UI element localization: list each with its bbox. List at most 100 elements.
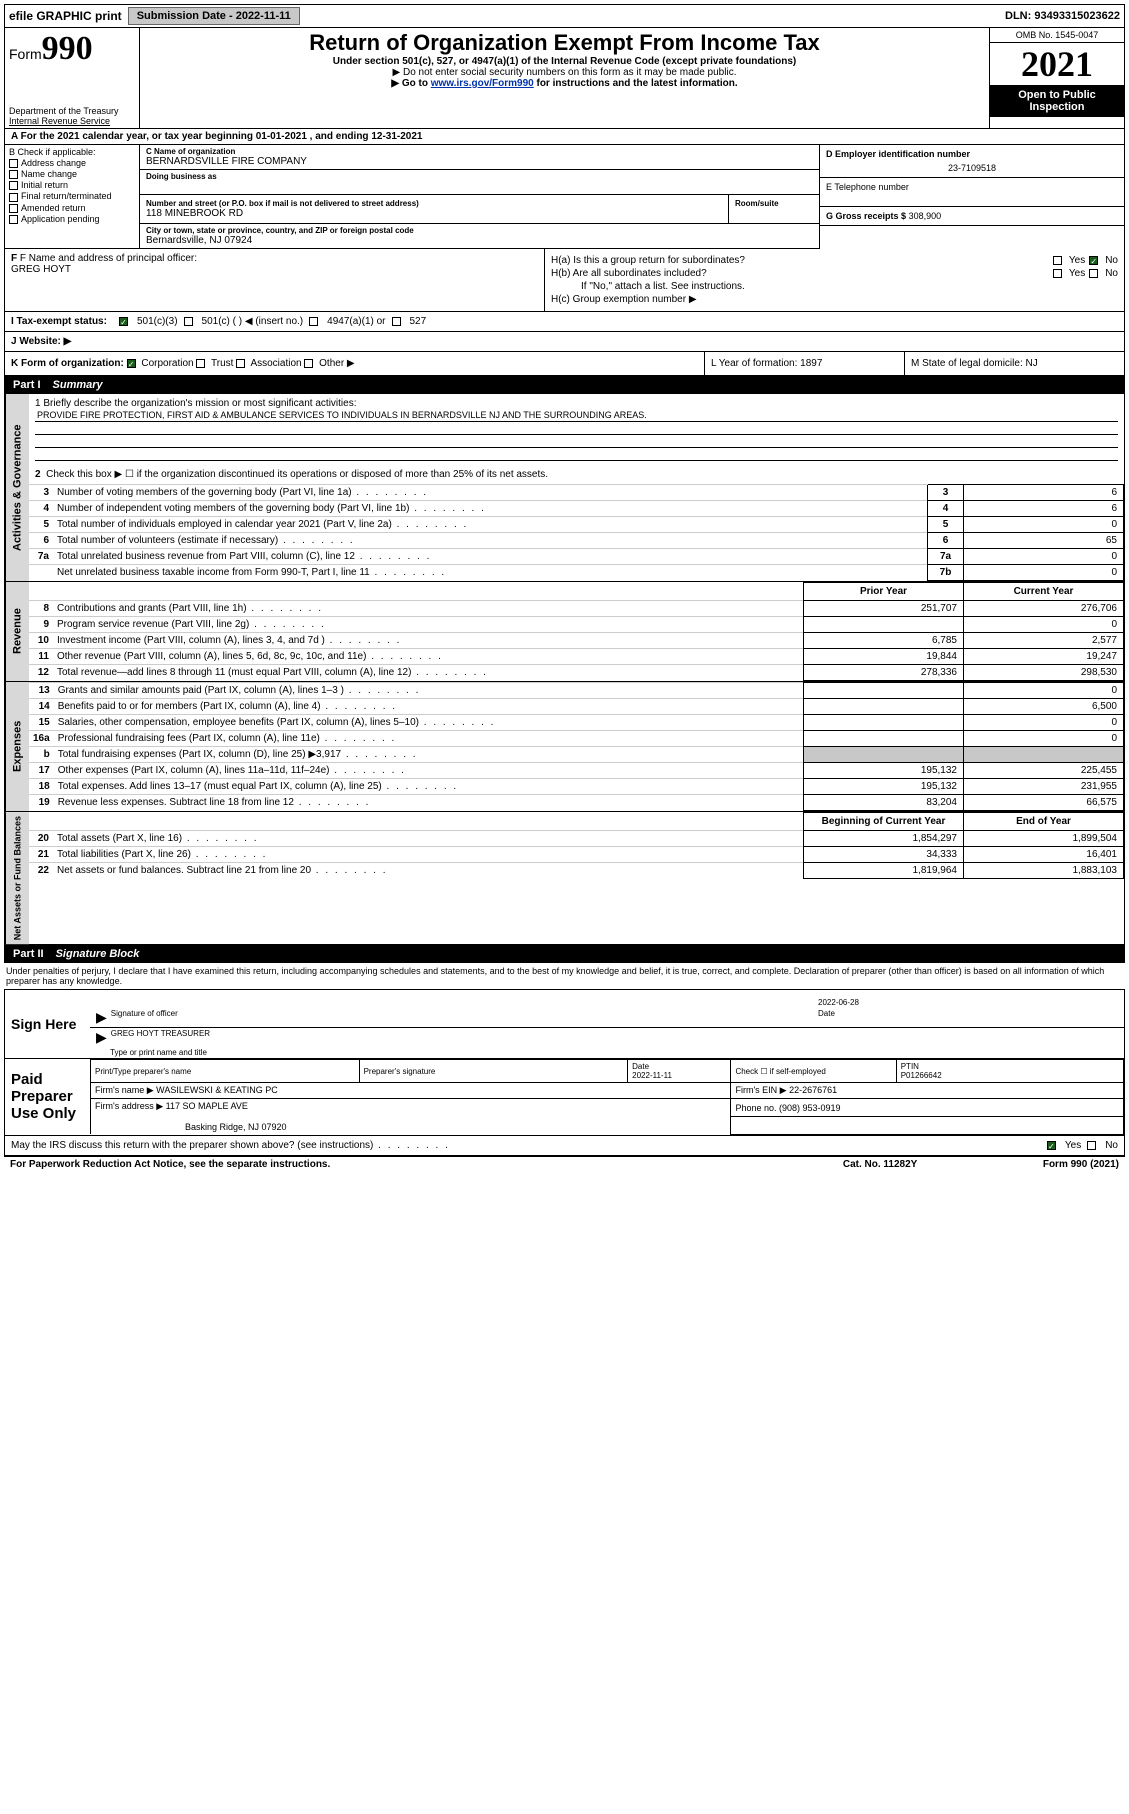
irs-label: Internal Revenue Service bbox=[9, 116, 135, 126]
i-501c3: 501(c)(3) bbox=[137, 316, 178, 327]
box-org-name: C Name of organization BERNARDSVILLE FIR… bbox=[140, 145, 819, 170]
line-desc: Total liabilities (Part X, line 26) bbox=[53, 847, 804, 863]
phone-label: E Telephone number bbox=[826, 182, 1118, 192]
part1-num: Part I bbox=[13, 379, 41, 391]
chk-may-no[interactable] bbox=[1087, 1141, 1096, 1150]
line-desc: Other expenses (Part IX, column (A), lin… bbox=[54, 763, 804, 779]
line-num: 19 bbox=[29, 795, 54, 811]
chk-may-yes[interactable]: ✓ bbox=[1047, 1141, 1056, 1150]
line-num: 14 bbox=[29, 699, 54, 715]
prep-h4: Check ☐ if self-employed bbox=[731, 1060, 896, 1083]
prior-val: 6,785 bbox=[804, 633, 964, 649]
lbl-address-change: Address change bbox=[21, 158, 86, 168]
section-expenses: Expenses 13Grants and similar amounts pa… bbox=[4, 682, 1125, 812]
hb-no: No bbox=[1105, 268, 1118, 279]
section-netassets: Net Assets or Fund Balances Beginning of… bbox=[4, 812, 1125, 945]
prior-val bbox=[804, 699, 964, 715]
box-dba: Doing business as bbox=[140, 170, 819, 195]
ha-label: H(a) Is this a group return for subordin… bbox=[551, 255, 1049, 266]
line-num: 8 bbox=[29, 601, 53, 617]
hdr-prior: Prior Year bbox=[804, 583, 964, 601]
h-note: If "No," attach a list. See instructions… bbox=[551, 281, 745, 292]
l1-label: 1 Briefly describe the organization's mi… bbox=[35, 398, 1118, 409]
chk-ha-no[interactable]: ✓ bbox=[1089, 256, 1098, 265]
chk-527[interactable] bbox=[392, 317, 401, 326]
irs-link[interactable]: www.irs.gov/Form990 bbox=[431, 78, 534, 89]
chk-initial-return[interactable] bbox=[9, 181, 18, 190]
prior-val: 34,333 bbox=[804, 847, 964, 863]
line-desc: Salaries, other compensation, employee b… bbox=[54, 715, 804, 731]
chk-assoc[interactable] bbox=[236, 359, 245, 368]
form-word: Form bbox=[9, 46, 42, 62]
line-num: 17 bbox=[29, 763, 54, 779]
table-row: 7aTotal unrelated business revenue from … bbox=[29, 549, 1124, 565]
chk-hb-no[interactable] bbox=[1089, 269, 1098, 278]
form-note-1: ▶ Do not enter social security numbers o… bbox=[146, 67, 983, 78]
efile-label: efile GRAPHIC print bbox=[9, 9, 122, 23]
footer-mid: Cat. No. 11282Y bbox=[843, 1159, 1043, 1170]
chk-501c[interactable] bbox=[184, 317, 193, 326]
line-num: 12 bbox=[29, 665, 53, 681]
sign-here-label: Sign Here bbox=[5, 990, 90, 1058]
table-row: 12Total revenue—add lines 8 through 11 (… bbox=[29, 665, 1124, 681]
lbl-initial-return: Initial return bbox=[21, 180, 68, 190]
hb-yes: Yes bbox=[1069, 268, 1085, 279]
chk-name-change[interactable] bbox=[9, 170, 18, 179]
table-row: 16aProfessional fundraising fees (Part I… bbox=[29, 731, 1124, 747]
part2-num: Part II bbox=[13, 948, 44, 960]
info-grid-1: B Check if applicable: Address change Na… bbox=[4, 145, 1125, 249]
line-desc: Total unrelated business revenue from Pa… bbox=[53, 549, 928, 565]
open-to-public: Open to Public Inspection bbox=[990, 85, 1124, 117]
chk-4947[interactable] bbox=[309, 317, 318, 326]
line-desc: Revenue less expenses. Subtract line 18 … bbox=[54, 795, 804, 811]
k-corp: Corporation bbox=[141, 358, 193, 369]
chk-trust[interactable] bbox=[196, 359, 205, 368]
note2-pre: ▶ Go to bbox=[391, 78, 430, 89]
curr-val: 0 bbox=[964, 617, 1124, 633]
prior-val bbox=[804, 683, 964, 699]
chk-corp[interactable]: ✓ bbox=[127, 359, 136, 368]
line-box: 3 bbox=[928, 485, 964, 501]
chk-application-pending[interactable] bbox=[9, 215, 18, 224]
chk-ha-yes[interactable] bbox=[1053, 256, 1062, 265]
line-desc: Total number of volunteers (estimate if … bbox=[53, 533, 928, 549]
line-num: 4 bbox=[29, 501, 53, 517]
m-state: M State of legal domicile: NJ bbox=[904, 352, 1124, 375]
chk-address-change[interactable] bbox=[9, 159, 18, 168]
table-row: 6Total number of volunteers (estimate if… bbox=[29, 533, 1124, 549]
k-form-org: K Form of organization: ✓ Corporation Tr… bbox=[5, 352, 704, 375]
form-title: Return of Organization Exempt From Incom… bbox=[146, 30, 983, 56]
chk-hb-yes[interactable] bbox=[1053, 269, 1062, 278]
line-num: 13 bbox=[29, 683, 54, 699]
chk-other[interactable] bbox=[304, 359, 313, 368]
sign-date: 2022-06-28 bbox=[818, 998, 1118, 1007]
chk-amended-return[interactable] bbox=[9, 204, 18, 213]
table-row: 3Number of voting members of the governi… bbox=[29, 485, 1124, 501]
form-note-2: ▶ Go to www.irs.gov/Form990 for instruct… bbox=[146, 78, 983, 89]
chk-501c3[interactable]: ✓ bbox=[119, 317, 128, 326]
submission-date-button[interactable]: Submission Date - 2022-11-11 bbox=[128, 7, 300, 25]
may-discuss-row: May the IRS discuss this return with the… bbox=[4, 1136, 1125, 1156]
col-c: C Name of organization BERNARDSVILLE FIR… bbox=[140, 145, 819, 249]
table-row: 8Contributions and grants (Part VIII, li… bbox=[29, 601, 1124, 617]
line-num: 7a bbox=[29, 549, 53, 565]
table-row: 21Total liabilities (Part X, line 26)34,… bbox=[29, 847, 1124, 863]
org-name: BERNARDSVILLE FIRE COMPANY bbox=[146, 156, 813, 167]
line-desc: Total number of individuals employed in … bbox=[53, 517, 928, 533]
prior-val: 19,844 bbox=[804, 649, 964, 665]
prior-val: 1,819,964 bbox=[804, 863, 964, 879]
revenue-table: Prior Year Current Year 8Contributions a… bbox=[29, 582, 1124, 681]
line-desc: Grants and similar amounts paid (Part IX… bbox=[54, 683, 804, 699]
curr-val: 298,530 bbox=[964, 665, 1124, 681]
curr-val: 2,577 bbox=[964, 633, 1124, 649]
col-b: B Check if applicable: Address change Na… bbox=[5, 145, 140, 249]
prior-val: 83,204 bbox=[804, 795, 964, 811]
row-i: I Tax-exempt status: ✓501(c)(3) 501(c) (… bbox=[4, 312, 1125, 332]
line-num: b bbox=[29, 747, 54, 763]
part1-header: Part I Summary bbox=[4, 376, 1125, 394]
chk-final-return[interactable] bbox=[9, 193, 18, 202]
line-desc: Number of independent voting members of … bbox=[53, 501, 928, 517]
penalties-text: Under penalties of perjury, I declare th… bbox=[4, 963, 1125, 989]
city-label: City or town, state or province, country… bbox=[146, 226, 813, 235]
l-year: L Year of formation: 1897 bbox=[704, 352, 904, 375]
